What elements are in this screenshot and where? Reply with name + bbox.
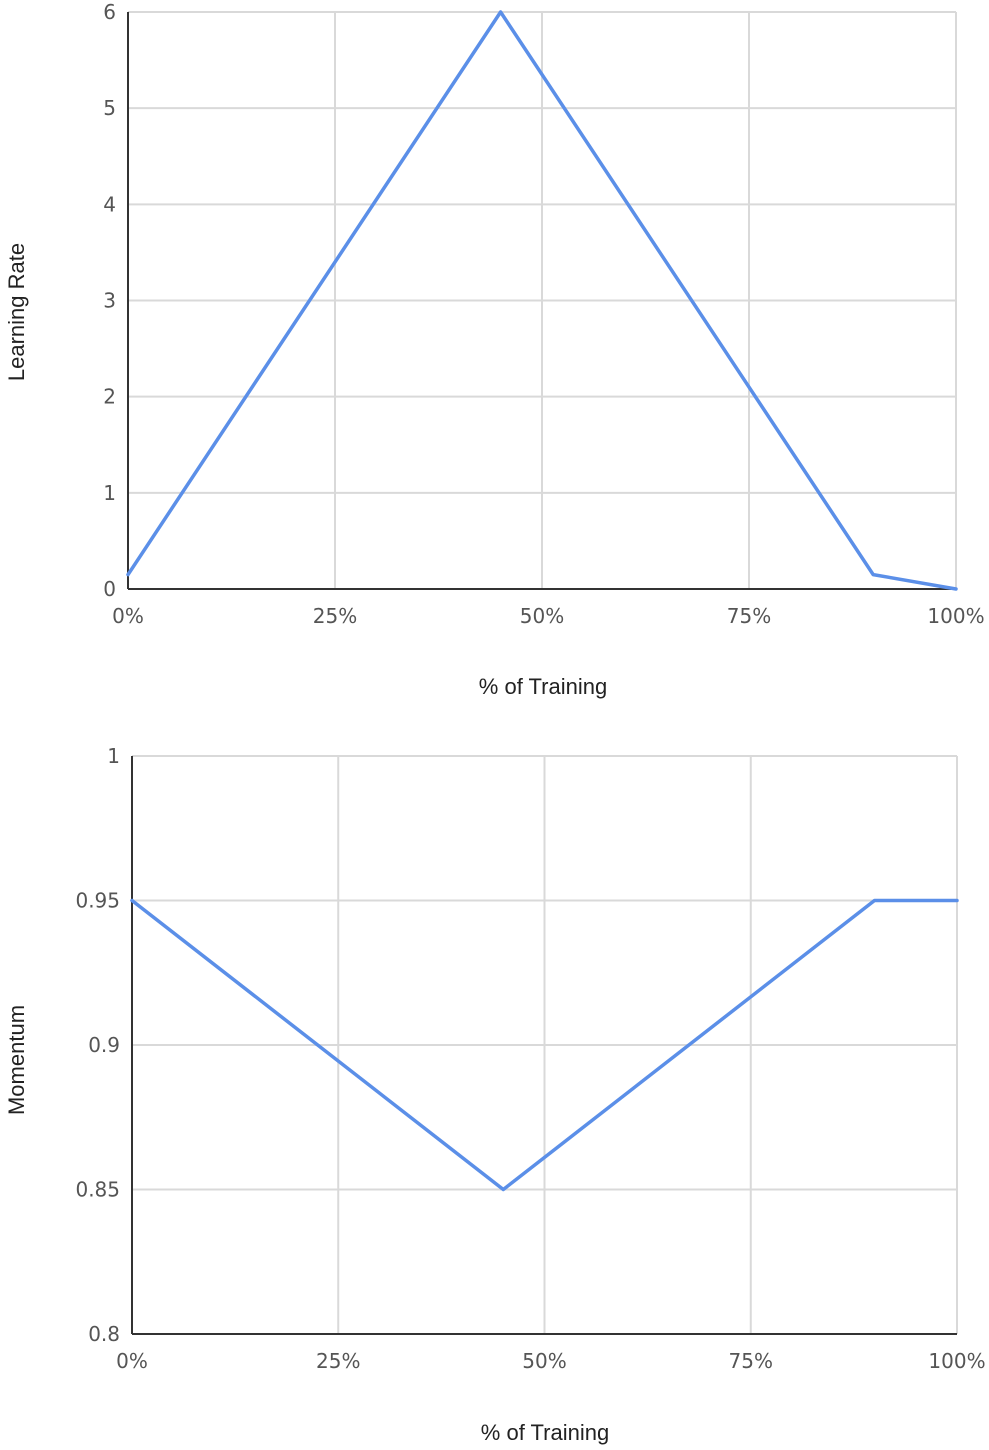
learning-rate-chart: 0 1 2 3 4 5 6 0% 25% 50% 75% 100% % of Training Lea… bbox=[4, 0, 985, 699]
momentum-y-tick-label: 1 bbox=[107, 744, 120, 768]
momentum-plot-area: 0.8 0.85 0.9 0.95 1 0% 25% 50% 75% 100% bbox=[75, 744, 985, 1373]
learning-rate-x-tick-label: 100% bbox=[927, 604, 984, 628]
learning-rate-plot-area: 0 1 2 3 4 5 6 0% 25% 50% 75% 100% bbox=[103, 0, 984, 628]
learning-rate-y-tick-label: 2 bbox=[103, 385, 116, 409]
momentum-y-tick-label: 0.85 bbox=[75, 1178, 120, 1202]
momentum-x-tick-label: 75% bbox=[729, 1349, 773, 1373]
learning-rate-series-line bbox=[126, 10, 958, 591]
learning-rate-x-tick-label: 75% bbox=[727, 604, 771, 628]
learning-rate-y-axis-title: Learning Rate bbox=[4, 243, 29, 381]
momentum-series-line bbox=[130, 898, 959, 1192]
learning-rate-y-tick-label: 1 bbox=[103, 481, 116, 505]
momentum-x-tick-label: 100% bbox=[928, 1349, 985, 1373]
learning-rate-y-tick-label: 5 bbox=[103, 96, 116, 120]
momentum-y-axis-title: Momentum bbox=[4, 1005, 29, 1115]
learning-rate-y-tick-label: 3 bbox=[103, 289, 116, 313]
learning-rate-y-tick-label: 0 bbox=[103, 577, 116, 601]
momentum-y-tick-label: 0.8 bbox=[88, 1322, 120, 1346]
momentum-x-tick-label: 50% bbox=[522, 1349, 566, 1373]
momentum-y-tick-label: 0.95 bbox=[75, 889, 120, 913]
learning-rate-x-tick-label: 25% bbox=[313, 604, 357, 628]
momentum-y-tick-label: 0.9 bbox=[88, 1033, 120, 1057]
learning-rate-x-axis-title: % of Training bbox=[479, 674, 607, 699]
learning-rate-y-tick-label: 4 bbox=[103, 192, 116, 216]
momentum-x-tick-label: 0% bbox=[116, 1349, 148, 1373]
learning-rate-x-tick-label: 50% bbox=[520, 604, 564, 628]
momentum-x-axis-title: % of Training bbox=[481, 1420, 609, 1445]
learning-rate-x-tick-label: 0% bbox=[112, 604, 144, 628]
momentum-chart: 0.8 0.85 0.9 0.95 1 0% 25% 50% 75% 100% % of Trai… bbox=[4, 744, 986, 1445]
momentum-x-tick-label: 25% bbox=[316, 1349, 360, 1373]
learning-rate-y-tick-label: 6 bbox=[103, 0, 116, 24]
